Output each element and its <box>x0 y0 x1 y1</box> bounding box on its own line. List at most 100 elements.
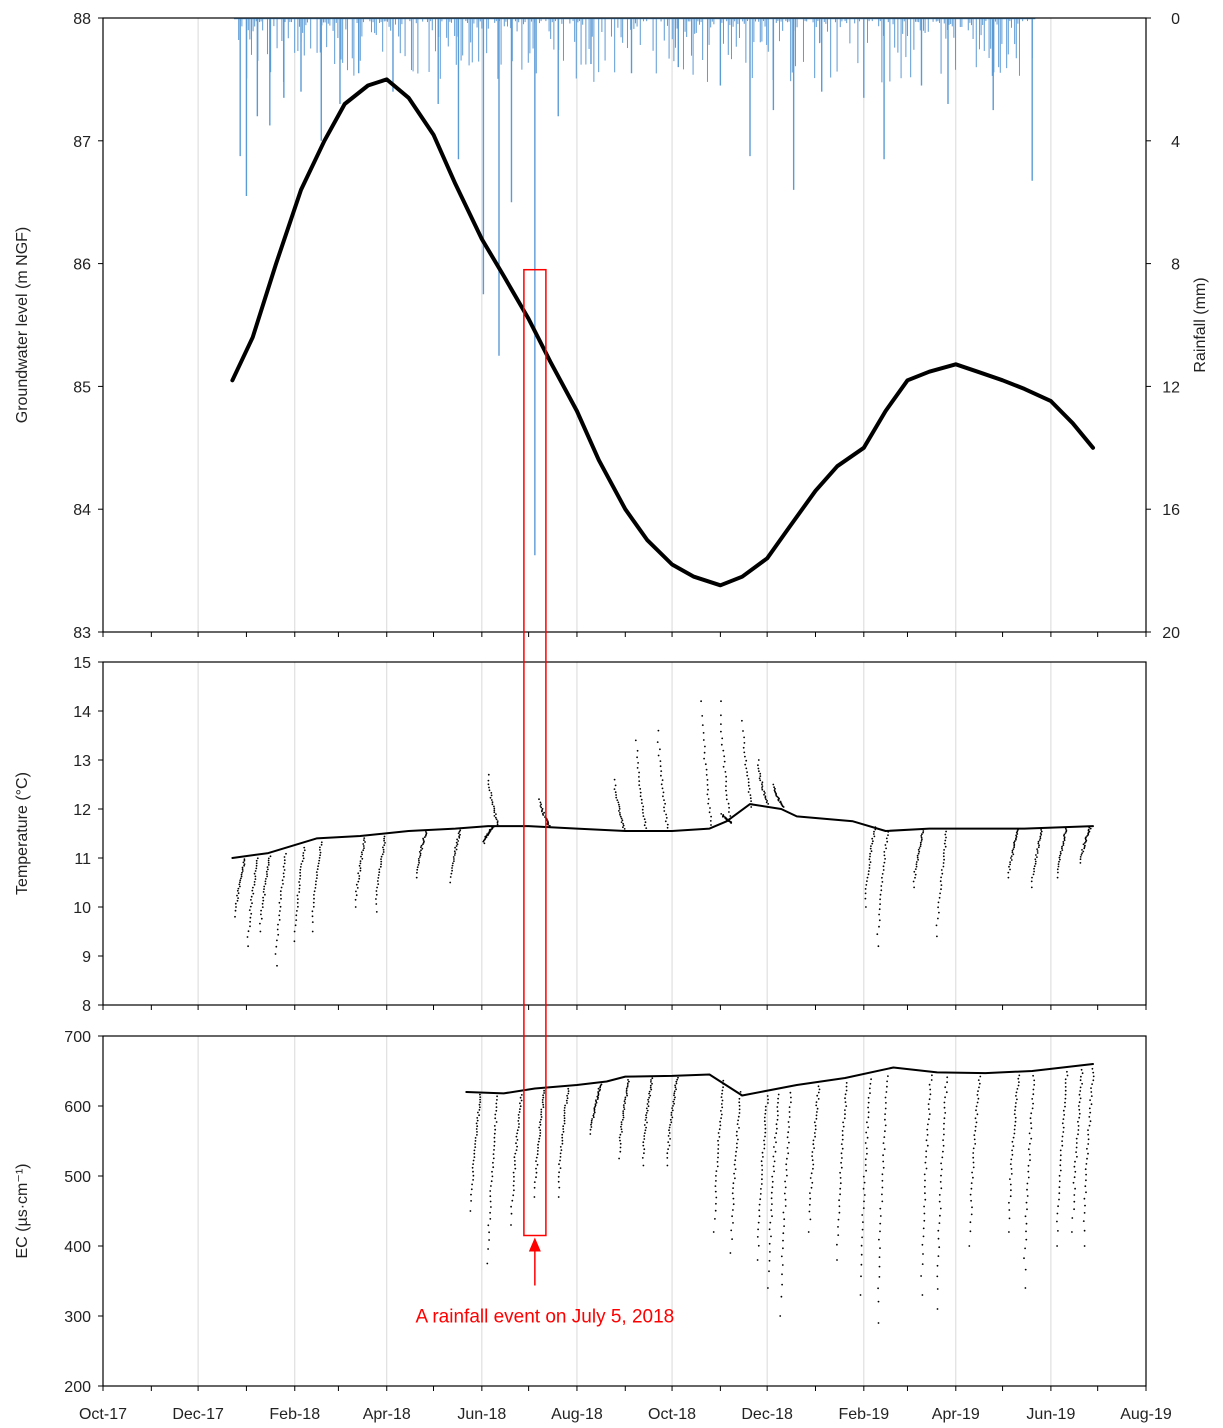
groundwater-point <box>453 182 457 186</box>
ec-drop-point <box>814 1128 817 1131</box>
temperature-drop-point <box>274 953 277 955</box>
ec-drop-point <box>1074 1160 1076 1163</box>
ec-drop-point <box>840 1143 843 1145</box>
ec-drop-point <box>764 1112 767 1115</box>
ec-drop-point <box>590 1126 593 1128</box>
temperature-drop-point <box>884 858 886 860</box>
ec-drop-point <box>476 1134 478 1136</box>
temperature-drop-point <box>375 893 378 896</box>
ec-drop-point <box>1030 1112 1033 1115</box>
ec-drop-point <box>715 1170 718 1172</box>
ec-drop-point <box>1090 1103 1093 1106</box>
ec-drop-point <box>774 1150 777 1153</box>
temperature-drop-point <box>419 854 422 857</box>
ec-drop-point <box>814 1135 816 1138</box>
temperature-drop-point <box>267 861 270 864</box>
temperature-drop-point <box>1013 841 1015 844</box>
ec-drop-point <box>620 1128 623 1131</box>
temperature-drop-point <box>376 880 379 882</box>
ec-drop-point <box>943 1133 945 1136</box>
temperature-drop-point <box>247 945 250 948</box>
groundwater-point <box>884 409 888 413</box>
temperature-drop-point <box>311 930 314 933</box>
ec-drop-point <box>809 1192 811 1194</box>
temperature-spike-point <box>703 757 705 760</box>
temperature-drop-point <box>362 843 365 845</box>
ec-drop-point <box>867 1126 869 1129</box>
ec-drop-point <box>1061 1140 1063 1142</box>
ec-drop-point <box>758 1209 761 1212</box>
temperature-spike-point <box>664 820 667 823</box>
ec-drop-point <box>776 1127 778 1130</box>
ec-drop-point <box>590 1123 592 1126</box>
ec-drop-point <box>479 1101 482 1103</box>
temperature-spike-point <box>489 796 492 799</box>
groundwater-level-line <box>230 77 1095 588</box>
highlight-arrowhead <box>528 1237 541 1252</box>
ec-drop-point <box>810 1172 813 1175</box>
temperature-spike-point <box>764 792 766 794</box>
temperature-spike-point <box>490 799 493 801</box>
temperature-drop-point <box>878 919 881 922</box>
temperature-drop-point <box>247 930 250 933</box>
ec-drop-point <box>812 1143 815 1146</box>
ec-drop-point <box>647 1105 650 1108</box>
ec-drop-point <box>771 1215 773 1218</box>
temperature-spike-point <box>725 798 728 801</box>
temperature-drop-point <box>415 876 418 879</box>
ec-drop-point <box>511 1199 514 1202</box>
temperature-drop-point <box>1011 849 1014 852</box>
ec-drop-point <box>621 1118 624 1121</box>
ec-drop-point <box>718 1136 721 1138</box>
ec-drop-point <box>591 1118 593 1120</box>
ec-drop-point <box>925 1156 927 1158</box>
temperature-drop-point <box>318 859 321 862</box>
ec-drop-point <box>1086 1147 1088 1150</box>
temperature-spike-point <box>639 791 642 794</box>
temperature-spike-point <box>764 796 767 799</box>
ec-drop-point <box>1016 1098 1018 1101</box>
ec-drop-point <box>944 1112 947 1114</box>
x-tick-label: Apr-18 <box>363 1406 411 1423</box>
ec-drop-point <box>493 1144 496 1147</box>
ec-drop-point <box>735 1134 738 1137</box>
ec-drop-point <box>476 1125 479 1128</box>
ec-drop-point <box>736 1142 738 1145</box>
temperature-spike-point <box>620 817 623 820</box>
ec-drop-point <box>863 1194 866 1196</box>
temperature-drop-point <box>1039 835 1042 838</box>
ec-drop-point <box>721 1106 724 1109</box>
ec-drop-point <box>539 1132 542 1134</box>
temperature-drop-point <box>1063 836 1066 839</box>
ec-drop-point <box>643 1135 646 1137</box>
temperature-drop-point <box>878 908 881 911</box>
ec-drop-point <box>884 1107 887 1110</box>
ec-drop-point <box>563 1112 566 1114</box>
ec-drop-point <box>1063 1114 1066 1116</box>
ec-drop-point <box>732 1182 735 1185</box>
ec-drop-point <box>593 1108 596 1111</box>
ec-drop-point <box>970 1213 973 1216</box>
ec-drop-point <box>975 1109 977 1112</box>
temperature-spike-point <box>493 815 496 817</box>
temperature-drop-point <box>364 841 366 843</box>
ec-drop-point <box>1062 1118 1065 1120</box>
ec-drop-point <box>764 1105 767 1108</box>
ec-drop-point <box>673 1098 676 1101</box>
ec-drop-point <box>928 1113 931 1115</box>
temperature-drop-point <box>939 880 942 883</box>
temperature-spike-point <box>645 827 648 829</box>
ec-drop-point <box>811 1181 814 1184</box>
ec-drop-point <box>815 1114 818 1117</box>
temperature-drop-point <box>237 897 240 899</box>
temperature-spike-point <box>638 776 640 778</box>
ec-drop-point <box>671 1109 674 1112</box>
ec-drop-point <box>1058 1174 1061 1177</box>
temperature-drop-point <box>1040 833 1043 836</box>
ec-drop-point <box>771 1186 774 1189</box>
ec-drop-point <box>1017 1084 1020 1087</box>
ec-drop-point <box>592 1116 595 1119</box>
ec-drop-point <box>495 1109 498 1112</box>
ec-drop-point <box>672 1100 675 1103</box>
temperature-spike-point <box>496 823 499 826</box>
